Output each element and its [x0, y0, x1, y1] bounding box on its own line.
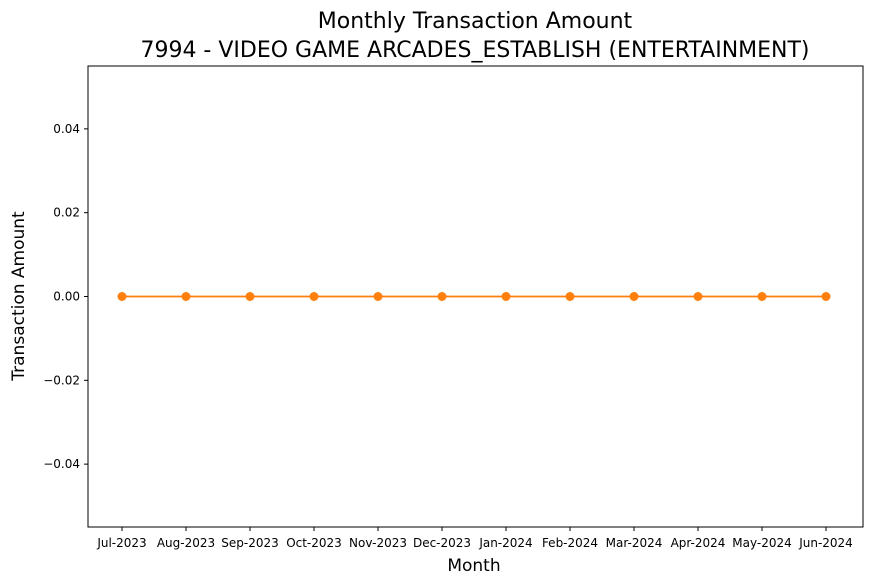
x-tick-label: Oct-2023	[286, 536, 342, 550]
y-tick-label: −0.04	[43, 457, 80, 471]
x-tick-label: Dec-2023	[413, 536, 471, 550]
data-point	[245, 292, 255, 301]
x-axis-label: Month	[447, 556, 500, 576]
x-tick-label: Sep-2023	[221, 536, 279, 550]
data-point	[629, 292, 639, 301]
series-layer	[117, 292, 831, 301]
x-tick-label: Apr-2024	[671, 536, 726, 550]
data-point	[437, 292, 447, 301]
y-tick-label: 0.02	[53, 206, 80, 220]
data-point	[373, 292, 383, 301]
data-point	[821, 292, 831, 301]
data-point	[693, 292, 703, 301]
x-axis: Jul-2023 Aug-2023 Sep-2023 Oct-2023 Nov-2023…	[96, 527, 853, 550]
y-axis-label: Transaction Amount	[9, 211, 29, 382]
y-axis: −0.04 −0.02 0.00 0.02 0.04	[43, 122, 88, 471]
y-tick-label: 0.00	[53, 290, 80, 304]
y-tick-label: 0.04	[53, 122, 80, 136]
x-tick-label: Jun-2024	[798, 536, 853, 550]
x-tick-label: Mar-2024	[606, 536, 663, 550]
x-tick-label: May-2024	[732, 536, 791, 550]
chart-subtitle: 7994 - VIDEO GAME ARCADES_ESTABLISH (ENT…	[140, 38, 809, 63]
x-tick-label: Aug-2023	[157, 536, 215, 550]
y-tick-label: −0.02	[43, 373, 80, 387]
chart-title: Monthly Transaction Amount	[318, 9, 633, 34]
x-tick-label: Nov-2023	[349, 536, 407, 550]
x-tick-label: Jul-2023	[96, 536, 146, 550]
data-point	[117, 292, 127, 301]
x-tick-label: Jan-2024	[478, 536, 532, 550]
data-point	[309, 292, 319, 301]
data-point	[757, 292, 767, 301]
data-point	[565, 292, 575, 301]
x-tick-label: Feb-2024	[542, 536, 598, 550]
data-point	[501, 292, 511, 301]
data-point	[181, 292, 191, 301]
